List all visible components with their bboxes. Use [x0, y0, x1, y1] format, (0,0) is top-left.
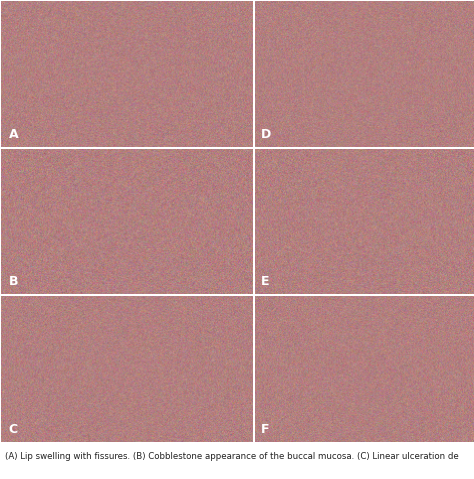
Text: A: A — [9, 128, 18, 141]
Text: E: E — [261, 275, 270, 288]
Text: F: F — [261, 423, 270, 436]
Text: D: D — [261, 128, 271, 141]
Text: C: C — [9, 423, 18, 436]
Text: (A) Lip swelling with fissures. (B) Cobblestone appearance of the buccal mucosa.: (A) Lip swelling with fissures. (B) Cobb… — [5, 452, 458, 461]
Text: B: B — [9, 275, 18, 288]
